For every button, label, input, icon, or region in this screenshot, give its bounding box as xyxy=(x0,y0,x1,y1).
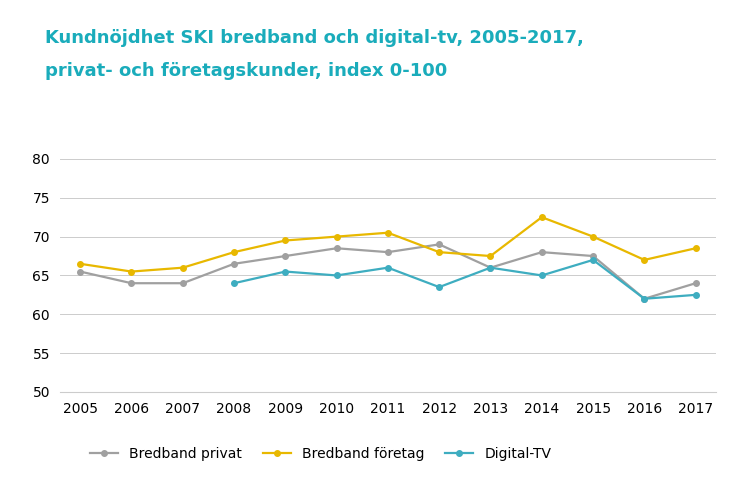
Bredband privat xyxy=(75,269,84,274)
Bredband företag xyxy=(178,265,187,271)
Digital-TV xyxy=(640,296,649,302)
Bredband privat xyxy=(127,280,136,286)
Digital-TV xyxy=(486,265,495,271)
Bredband företag xyxy=(281,238,290,243)
Line: Bredband privat: Bredband privat xyxy=(78,241,698,302)
Bredband företag xyxy=(332,234,341,239)
Digital-TV xyxy=(281,269,290,274)
Bredband privat xyxy=(640,296,649,302)
Digital-TV xyxy=(383,265,392,271)
Bredband företag xyxy=(537,214,546,220)
Bredband privat xyxy=(281,253,290,259)
Bredband privat xyxy=(383,250,392,255)
Bredband privat xyxy=(589,253,598,259)
Bredband privat xyxy=(230,261,239,267)
Bredband företag xyxy=(691,245,700,251)
Legend: Bredband privat, Bredband företag, Digital-TV: Bredband privat, Bredband företag, Digit… xyxy=(85,441,557,466)
Bredband företag xyxy=(435,250,444,255)
Digital-TV xyxy=(589,257,598,263)
Bredband privat xyxy=(435,241,444,247)
Bredband företag xyxy=(486,253,495,259)
Digital-TV xyxy=(691,292,700,298)
Line: Digital-TV: Digital-TV xyxy=(231,257,698,302)
Bredband företag xyxy=(383,230,392,236)
Bredband företag xyxy=(230,250,239,255)
Text: privat- och företagskunder, index 0-100: privat- och företagskunder, index 0-100 xyxy=(45,62,447,80)
Bredband företag xyxy=(127,269,136,274)
Bredband företag xyxy=(75,261,84,267)
Bredband privat xyxy=(332,245,341,251)
Line: Bredband företag: Bredband företag xyxy=(78,215,698,274)
Digital-TV xyxy=(537,272,546,278)
Bredband företag xyxy=(640,257,649,263)
Digital-TV xyxy=(435,284,444,290)
Bredband privat xyxy=(537,250,546,255)
Bredband privat xyxy=(486,265,495,271)
Bredband privat xyxy=(178,280,187,286)
Text: Kundnöjdhet SKI bredband och digital-tv, 2005-2017,: Kundnöjdhet SKI bredband och digital-tv,… xyxy=(45,29,583,47)
Bredband privat xyxy=(691,280,700,286)
Digital-TV xyxy=(332,272,341,278)
Bredband företag xyxy=(589,234,598,239)
Digital-TV xyxy=(230,280,239,286)
